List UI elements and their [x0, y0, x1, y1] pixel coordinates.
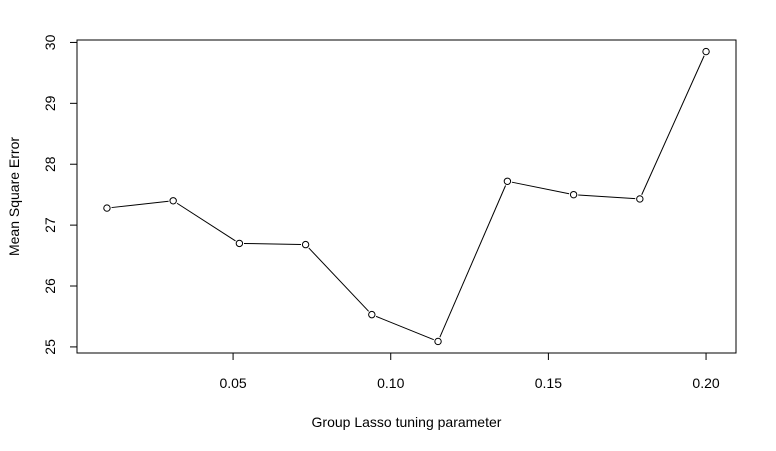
data-point	[103, 204, 111, 212]
series-line-segment	[375, 315, 434, 341]
x-tick-label: 0.10	[377, 375, 404, 391]
x-axis: 0.05 0.10 0.15 0.20	[219, 352, 720, 391]
y-tick-label: 25	[42, 339, 58, 355]
data-point	[434, 337, 442, 346]
x-tick-label: 0.05	[219, 375, 246, 391]
y-tick-label: 30	[42, 34, 58, 50]
series-layer	[103, 47, 710, 346]
data-point	[702, 47, 710, 56]
data-point	[169, 197, 177, 205]
x-axis-title: Group Lasso tuning parameter	[312, 414, 502, 430]
y-tick-label: 26	[42, 278, 58, 294]
y-tick-label: 29	[42, 95, 58, 111]
series-line-segment	[176, 202, 236, 242]
series-line-segment	[511, 181, 570, 195]
data-point	[503, 177, 512, 185]
data-point	[569, 190, 578, 199]
series-line-segment	[439, 185, 507, 338]
x-tick-label: 0.15	[535, 375, 562, 391]
x-tick-label: 0.20	[692, 375, 719, 391]
series-line-segment	[641, 55, 705, 195]
data-point	[301, 240, 310, 249]
data-point	[368, 310, 376, 319]
series-line-segment	[578, 194, 636, 200]
data-point	[235, 239, 244, 248]
data-point	[636, 195, 644, 203]
y-tick-label: 28	[42, 156, 58, 172]
y-axis-title: Mean Square Error	[6, 137, 22, 256]
series-line-segment	[243, 242, 302, 246]
y-tick-label: 27	[42, 217, 58, 233]
series-line-segment	[308, 247, 370, 312]
y-axis: 25 26 27 28 29 30	[42, 34, 78, 355]
series-line-segment	[111, 200, 169, 209]
